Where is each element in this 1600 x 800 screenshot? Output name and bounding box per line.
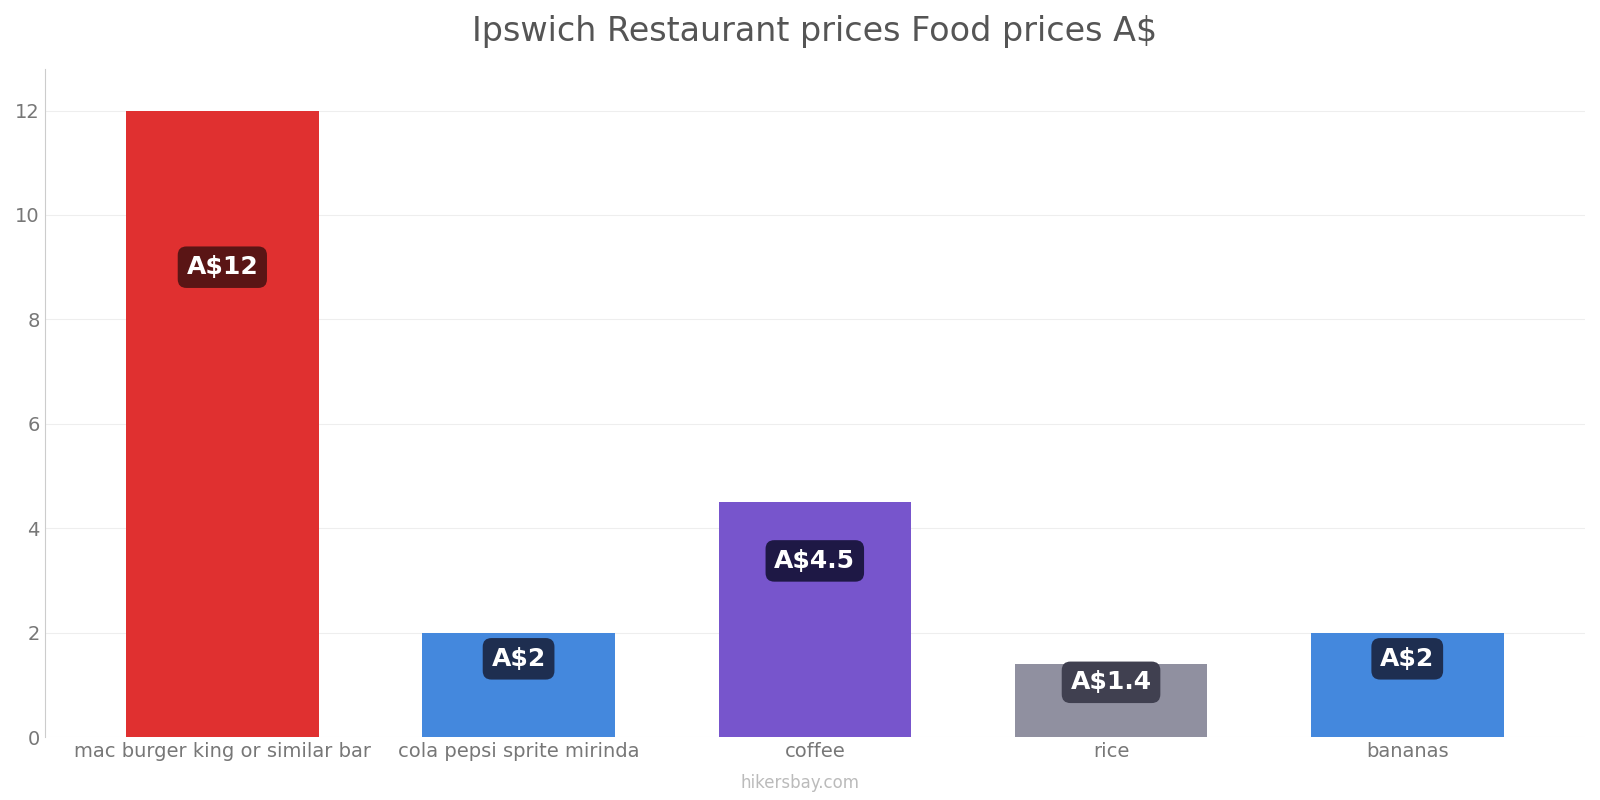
Text: A$4.5: A$4.5 [774,549,856,573]
Bar [422,633,614,737]
Bar [1310,633,1504,737]
Bar [1014,664,1208,737]
Text: A$1.4: A$1.4 [1070,670,1152,694]
Text: A$2: A$2 [491,647,546,671]
Text: A$2: A$2 [1381,647,1434,671]
Text: A$12: A$12 [187,255,258,279]
Bar [126,110,318,737]
Bar [718,502,910,737]
Title: Ipswich Restaurant prices Food prices A$: Ipswich Restaurant prices Food prices A$ [472,15,1157,48]
Text: hikersbay.com: hikersbay.com [741,774,859,792]
